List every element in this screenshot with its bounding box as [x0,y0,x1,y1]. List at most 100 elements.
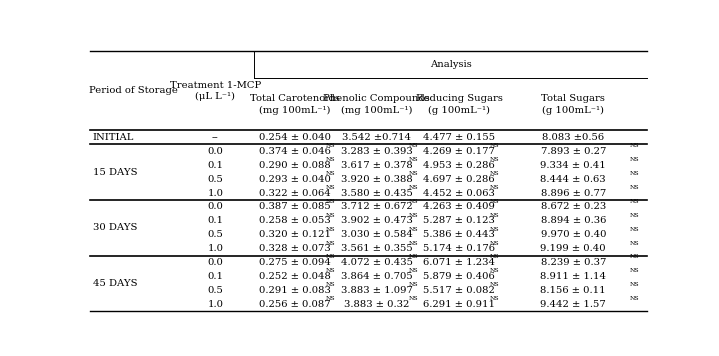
Text: 0.5: 0.5 [207,175,223,184]
Text: 4.269 ± 0.177: 4.269 ± 0.177 [423,147,495,156]
Text: Period of Storage: Period of Storage [88,86,178,95]
Text: 3.580 ± 0.435: 3.580 ± 0.435 [341,189,413,198]
Text: NS: NS [490,296,500,301]
Text: NS: NS [326,171,335,176]
Text: 5.174 ± 0.176: 5.174 ± 0.176 [423,244,495,253]
Text: 8.911 ± 1.14: 8.911 ± 1.14 [540,272,606,281]
Text: 0.252 ± 0.048: 0.252 ± 0.048 [259,272,331,281]
Text: 45 DAYS: 45 DAYS [93,279,137,288]
Text: NS: NS [326,268,335,273]
Text: 4.697 ± 0.286: 4.697 ± 0.286 [423,175,495,184]
Text: NS: NS [326,227,335,232]
Text: NS: NS [408,171,418,176]
Text: NS: NS [629,255,639,260]
Text: NS: NS [490,157,500,162]
Text: 3.902 ± 0.473: 3.902 ± 0.473 [341,216,413,225]
Text: NS: NS [408,282,418,287]
Text: 1.0: 1.0 [207,244,224,253]
Text: NS: NS [490,227,500,232]
Text: 5.386 ± 0.443: 5.386 ± 0.443 [423,230,495,239]
Text: --: -- [212,133,219,142]
Text: 4.452 ± 0.063: 4.452 ± 0.063 [423,189,495,198]
Text: 9.334 ± 0.41: 9.334 ± 0.41 [541,161,606,170]
Text: NS: NS [490,213,500,218]
Text: 0.1: 0.1 [207,272,224,281]
Text: 8.083 ±0.56: 8.083 ±0.56 [542,133,605,142]
Text: NS: NS [326,199,335,204]
Text: NS: NS [490,241,500,246]
Text: NS: NS [629,171,639,176]
Text: NS: NS [326,143,335,148]
Text: 5.287 ± 0.123: 5.287 ± 0.123 [423,216,495,225]
Text: NS: NS [326,241,335,246]
Text: NS: NS [408,213,418,218]
Text: NS: NS [408,268,418,273]
Text: NS: NS [408,227,418,232]
Text: 3.920 ± 0.388: 3.920 ± 0.388 [341,175,413,184]
Text: 7.893 ± 0.27: 7.893 ± 0.27 [541,147,606,156]
Text: NS: NS [629,296,639,301]
Text: 0.0: 0.0 [207,203,223,211]
Text: 4.072 ± 0.435: 4.072 ± 0.435 [341,258,413,267]
Text: 1.0: 1.0 [207,189,224,198]
Text: NS: NS [408,143,418,148]
Text: 1.0: 1.0 [207,300,224,309]
Text: 0.254 ± 0.040: 0.254 ± 0.040 [259,133,331,142]
Text: NS: NS [408,185,418,190]
Text: 0.5: 0.5 [207,286,223,295]
Text: 3.283 ± 0.393: 3.283 ± 0.393 [341,147,413,156]
Text: 9.442 ± 1.57: 9.442 ± 1.57 [541,300,606,309]
Text: NS: NS [490,185,500,190]
Text: 3.712 ± 0.672: 3.712 ± 0.672 [341,203,413,211]
Text: 0.374 ± 0.046: 0.374 ± 0.046 [259,147,331,156]
Text: 0.290 ± 0.088: 0.290 ± 0.088 [259,161,331,170]
Text: 0.258 ± 0.053: 0.258 ± 0.053 [259,216,331,225]
Text: NS: NS [629,268,639,273]
Text: 6.291 ± 0.911: 6.291 ± 0.911 [423,300,495,309]
Text: 0.5: 0.5 [207,230,223,239]
Text: NS: NS [408,255,418,260]
Text: 0.1: 0.1 [207,161,224,170]
Text: NS: NS [629,213,639,218]
Text: 0.0: 0.0 [207,258,223,267]
Text: NS: NS [629,157,639,162]
Text: 9.199 ± 0.40: 9.199 ± 0.40 [541,244,606,253]
Text: 8.156 ± 0.11: 8.156 ± 0.11 [541,286,606,295]
Text: 0.275 ± 0.094: 0.275 ± 0.094 [259,258,331,267]
Text: 3.617 ± 0.378: 3.617 ± 0.378 [341,161,413,170]
Text: NS: NS [408,296,418,301]
Text: 8.896 ± 0.77: 8.896 ± 0.77 [541,189,606,198]
Text: NS: NS [629,227,639,232]
Text: 0.293 ± 0.040: 0.293 ± 0.040 [259,175,331,184]
Text: NS: NS [629,282,639,287]
Text: NS: NS [326,255,335,260]
Text: 8.239 ± 0.37: 8.239 ± 0.37 [541,258,606,267]
Text: NS: NS [408,199,418,204]
Text: 3.561 ± 0.355: 3.561 ± 0.355 [341,244,413,253]
Text: 3.864 ± 0.705: 3.864 ± 0.705 [341,272,413,281]
Text: 0.328 ± 0.073: 0.328 ± 0.073 [259,244,331,253]
Text: NS: NS [326,157,335,162]
Text: 4.953 ± 0.286: 4.953 ± 0.286 [423,161,495,170]
Text: 0.1: 0.1 [207,216,224,225]
Text: 0.320 ± 0.121: 0.320 ± 0.121 [259,230,331,239]
Text: NS: NS [326,296,335,301]
Text: 4.263 ± 0.409: 4.263 ± 0.409 [423,203,495,211]
Text: 9.970 ± 0.40: 9.970 ± 0.40 [541,230,606,239]
Text: 3.030 ± 0.584: 3.030 ± 0.584 [341,230,413,239]
Text: NS: NS [490,199,500,204]
Text: Total Sugars
(g 100mL⁻¹): Total Sugars (g 100mL⁻¹) [541,94,605,115]
Text: 30 DAYS: 30 DAYS [93,223,137,232]
Text: INITIAL: INITIAL [93,133,134,142]
Text: 3.542 ±0.714: 3.542 ±0.714 [342,133,411,142]
Text: 5.517 ± 0.082: 5.517 ± 0.082 [423,286,495,295]
Text: 0.0: 0.0 [207,147,223,156]
Text: NS: NS [326,185,335,190]
Text: NS: NS [629,143,639,148]
Text: 6.071 ± 1.234: 6.071 ± 1.234 [423,258,495,267]
Text: NS: NS [629,241,639,246]
Text: 0.291 ± 0.083: 0.291 ± 0.083 [259,286,331,295]
Text: NS: NS [326,213,335,218]
Text: NS: NS [408,157,418,162]
Text: 8.894 ± 0.36: 8.894 ± 0.36 [541,216,606,225]
